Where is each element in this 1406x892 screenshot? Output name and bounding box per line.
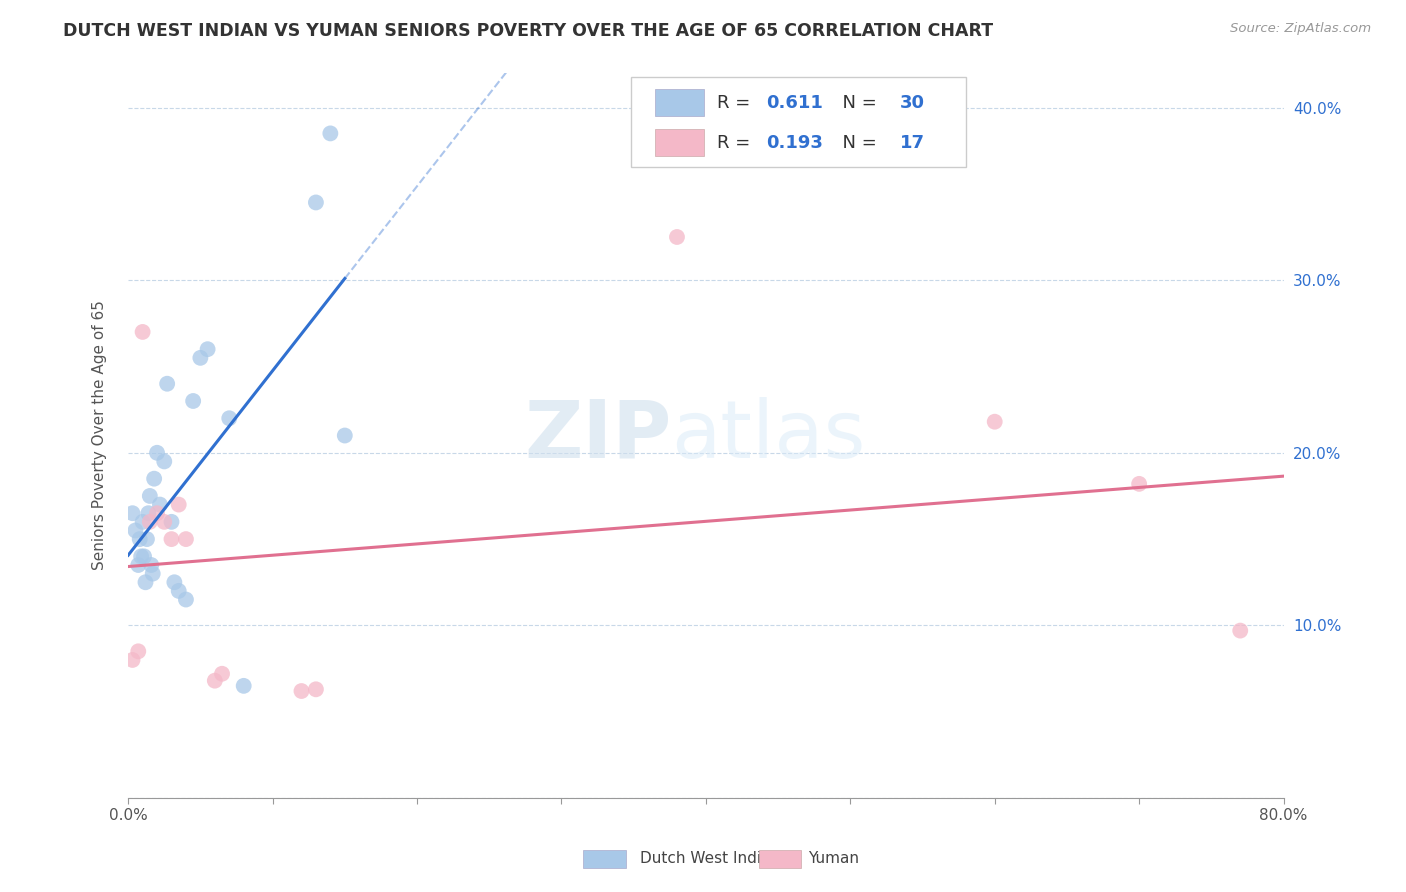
Point (124, 524, 146, 538)
Point (131, 325, 153, 339)
Point (218, 411, 240, 425)
Point (156, 376, 179, 391)
Text: 0.611: 0.611 (766, 94, 823, 112)
Point (983, 415, 1005, 429)
Text: Dutch West Indians: Dutch West Indians (640, 851, 787, 865)
Point (160, 515, 183, 529)
Point (181, 394, 204, 409)
Point (204, 673, 226, 688)
Point (131, 515, 153, 529)
Text: Source: ZipAtlas.com: Source: ZipAtlas.com (1230, 22, 1371, 36)
Point (305, 195, 328, 210)
Point (146, 506, 169, 520)
Point (121, 653, 143, 667)
Text: R =: R = (717, 94, 756, 112)
Point (146, 446, 169, 460)
Text: N =: N = (831, 94, 882, 112)
Point (290, 684, 312, 698)
Point (665, 230, 688, 244)
Text: 30: 30 (900, 94, 925, 112)
Text: DUTCH WEST INDIAN VS YUMAN SENIORS POVERTY OVER THE AGE OF 65 CORRELATION CHART: DUTCH WEST INDIAN VS YUMAN SENIORS POVER… (63, 22, 994, 40)
Text: R =: R = (717, 134, 756, 152)
Point (121, 506, 143, 520)
Point (305, 682, 328, 697)
Text: ZIP: ZIP (524, 397, 671, 475)
Point (139, 489, 162, 503)
Point (1128, 476, 1150, 491)
Text: 17: 17 (900, 134, 925, 152)
Text: N =: N = (831, 134, 882, 152)
Point (153, 515, 176, 529)
Y-axis label: Seniors Poverty Over the Age of 65: Seniors Poverty Over the Age of 65 (93, 301, 107, 571)
Text: atlas: atlas (671, 397, 866, 475)
Point (141, 558, 163, 572)
Point (190, 351, 212, 365)
Point (163, 575, 186, 590)
Point (149, 498, 172, 512)
Point (136, 532, 159, 546)
Point (211, 666, 233, 681)
Text: Yuman: Yuman (808, 851, 859, 865)
FancyBboxPatch shape (655, 89, 703, 117)
Point (132, 549, 155, 564)
FancyBboxPatch shape (655, 128, 703, 156)
Point (127, 644, 149, 658)
Point (174, 592, 197, 607)
Point (129, 549, 152, 564)
Point (333, 428, 356, 442)
Text: 0.193: 0.193 (766, 134, 823, 152)
Point (134, 575, 156, 590)
Point (319, 127, 342, 141)
Point (174, 532, 197, 546)
Point (139, 515, 162, 529)
Point (232, 679, 254, 693)
Point (1229, 624, 1251, 638)
Point (127, 558, 149, 572)
Point (128, 532, 150, 546)
Point (167, 498, 190, 512)
Point (153, 454, 176, 468)
Point (142, 566, 165, 581)
Point (143, 472, 166, 486)
Point (138, 506, 160, 520)
FancyBboxPatch shape (631, 77, 966, 167)
Point (197, 342, 219, 356)
Point (160, 532, 183, 546)
Point (167, 583, 190, 598)
